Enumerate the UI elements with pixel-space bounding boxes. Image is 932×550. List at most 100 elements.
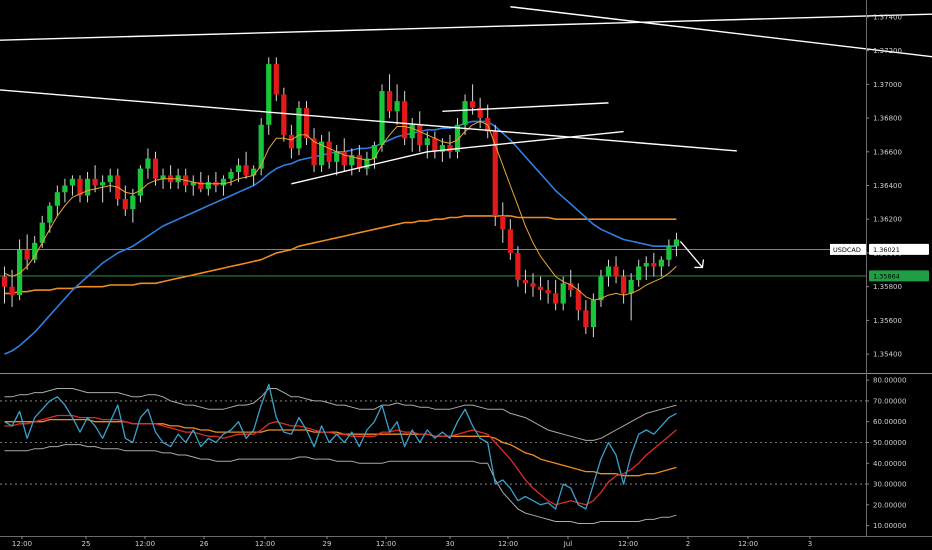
candle-body: [500, 215, 506, 230]
rsi-ma-line: [4, 414, 677, 506]
candle-body: [341, 151, 347, 166]
candle-body: [54, 192, 60, 206]
projection-arrowhead: [694, 259, 705, 269]
price-tick-label: 1.36600: [873, 148, 902, 156]
time-tick-label: 30: [446, 540, 455, 548]
current-price-badge-bg: [869, 243, 929, 255]
candle-body: [454, 124, 461, 152]
candle-body: [568, 283, 574, 291]
candle-body: [198, 182, 204, 189]
time-tick-label: 12:00: [376, 540, 396, 548]
candle-body: [130, 195, 136, 210]
candle-body: [107, 175, 113, 183]
ma-fast-line: [4, 120, 677, 301]
rsi-slow-line: [4, 418, 677, 477]
candle-body: [492, 131, 498, 216]
symbol-tag-bg: [830, 243, 866, 255]
candle-body: [319, 141, 325, 166]
price-tick-label: 1.35400: [873, 351, 902, 359]
candle-body: [326, 141, 332, 162]
candle-body: [590, 300, 596, 328]
candle-body: [303, 107, 310, 139]
candle-body: [266, 64, 272, 125]
candle-body: [613, 266, 619, 277]
candle-body: [160, 175, 166, 179]
candle-body: [1, 276, 8, 287]
price-tick-label: 1.36800: [873, 115, 902, 123]
trendline: [510, 6, 932, 58]
candle-body: [220, 178, 227, 186]
candle-body: [462, 101, 468, 125]
time-tick-label: 25: [82, 540, 91, 548]
candle-body: [605, 266, 612, 277]
time-tick-label: 2: [686, 540, 690, 548]
candle-body: [470, 101, 476, 108]
level-price-badge-bg: [869, 270, 929, 282]
candle-body: [228, 172, 234, 179]
candle-body: [477, 107, 483, 119]
candle-body: [273, 64, 279, 95]
current-price-badge: 1.36021: [873, 246, 900, 254]
candle-body: [522, 279, 529, 284]
rsi-tick-label: 70.00000: [873, 397, 906, 405]
ma-slow-line: [4, 215, 677, 295]
candle-body: [356, 155, 362, 169]
candle-body: [145, 158, 151, 169]
candle-body: [17, 249, 23, 296]
price-tick-label: 1.37000: [873, 81, 902, 89]
candle-body: [364, 158, 370, 169]
rsi-pane[interactable]: [0, 383, 866, 524]
candle-body: [583, 310, 589, 328]
candle-body: [39, 222, 45, 243]
candle-body: [432, 138, 438, 152]
time-tick-label: 12:00: [618, 540, 638, 548]
level-price-badge: 1.35864: [873, 272, 900, 280]
candle-body: [651, 263, 657, 267]
candle-body: [560, 283, 566, 304]
candle-body: [84, 178, 91, 196]
rsi-tick-label: 60.00000: [873, 418, 906, 426]
trendline: [291, 151, 428, 185]
candle-body: [447, 145, 453, 152]
candle-body: [598, 276, 604, 301]
candle-body: [205, 182, 211, 189]
candle-body: [235, 165, 242, 173]
candle-body: [77, 178, 83, 196]
candle-body: [24, 249, 30, 260]
candle-body: [69, 178, 76, 186]
candle-body: [402, 101, 408, 139]
candle-body: [575, 290, 581, 311]
candle-body: [507, 229, 513, 253]
rsi-line: [4, 383, 677, 510]
candle-body: [409, 124, 415, 139]
candle-body: [553, 293, 559, 304]
candle-body: [349, 155, 355, 166]
candle-body: [545, 290, 551, 294]
candle-body: [666, 246, 672, 260]
candle-body: [190, 182, 196, 186]
candle-body: [311, 138, 317, 166]
candle-body: [636, 266, 642, 280]
rsi-band-upper: [4, 388, 677, 441]
price-tick-label: 1.35800: [873, 283, 902, 291]
candle-body: [673, 239, 680, 247]
trendline: [442, 102, 609, 112]
candle-body: [243, 165, 249, 176]
trendline: [427, 130, 624, 153]
trendline: [0, 89, 737, 152]
price-tick-label: 1.36400: [873, 182, 902, 190]
candle-body: [439, 145, 445, 152]
price-pane[interactable]: [0, 6, 932, 355]
candle-body: [152, 158, 159, 179]
time-tick-label: 12:00: [255, 540, 275, 548]
candle-body: [424, 138, 430, 146]
candle-body: [258, 124, 264, 169]
rsi-band-lower: [4, 444, 677, 524]
time-tick-label: Jul: [563, 540, 573, 548]
candle-body: [394, 101, 400, 112]
candle-body: [137, 168, 143, 196]
price-tick-label: 1.37200: [873, 47, 902, 55]
time-tick-label: 29: [323, 540, 332, 548]
candle-body: [47, 205, 53, 223]
